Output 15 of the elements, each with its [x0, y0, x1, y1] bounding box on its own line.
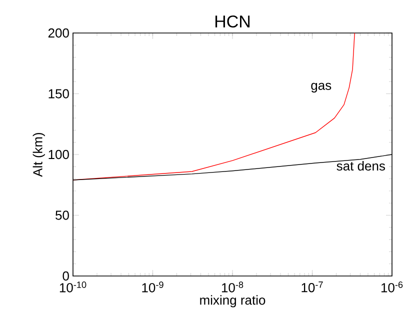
y-tick-label: 0 — [62, 271, 69, 281]
y-tick-label: 50 — [56, 210, 69, 220]
series-label: gas — [311, 82, 332, 93]
x-tick-label: 10$^{-6}$ — [381, 282, 403, 292]
y-tick-label: 200 — [48, 28, 69, 38]
y-axis-title: Alt (km) — [32, 132, 45, 177]
x-tick-label: 10$^{-7}$ — [302, 282, 323, 292]
y-tick-label: 100 — [48, 150, 69, 160]
x-tick-label: 10$^{-10}$ — [60, 282, 86, 292]
x-tick-label: 10$^{-9}$ — [142, 282, 164, 292]
x-axis-title: mixing ratio — [200, 295, 266, 308]
y-tick-label: 150 — [48, 89, 69, 98]
chart-title: HCN — [215, 15, 250, 28]
series-label: sat dens — [336, 161, 385, 171]
x-tick-label: 10$^{-8}$ — [222, 282, 244, 292]
